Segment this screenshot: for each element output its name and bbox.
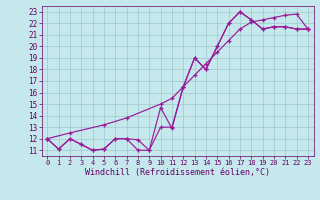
X-axis label: Windchill (Refroidissement éolien,°C): Windchill (Refroidissement éolien,°C) <box>85 168 270 177</box>
